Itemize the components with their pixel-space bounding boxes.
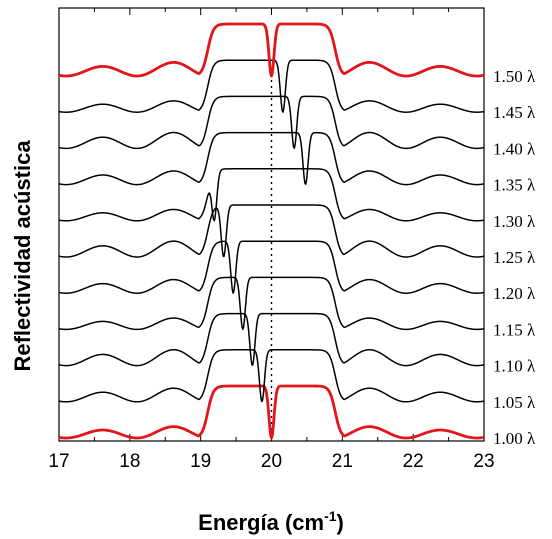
curve-1_35	[58, 131, 485, 186]
curve-1_10	[58, 312, 485, 367]
curve-label: 1.05 λ	[493, 393, 536, 412]
curve-1_05	[58, 349, 485, 403]
curve-1_45	[58, 59, 485, 113]
y-axis-label: Reflectividad acústica	[10, 140, 35, 372]
curve-label: 1.20 λ	[493, 284, 536, 303]
curve-1_50	[58, 22, 485, 78]
curve-label: 1.45 λ	[493, 103, 536, 122]
x-tick-label: 20	[261, 451, 282, 472]
curve-label: 1.10 λ	[493, 357, 536, 376]
curve-label: 1.25 λ	[493, 248, 536, 267]
x-axis-label-close: )	[337, 510, 344, 535]
curve-1_20	[58, 240, 485, 294]
curve-label: 1.15 λ	[493, 320, 536, 339]
curve-1_15	[58, 276, 485, 331]
x-tick-labels: 17 18 19 20 21 22 23	[48, 451, 494, 472]
x-tick-label: 22	[403, 451, 424, 472]
curve-1_30	[58, 168, 485, 222]
curve-label: 1.50 λ	[493, 67, 536, 86]
curve-labels: 1.00 λ 1.05 λ 1.10 λ 1.15 λ 1.20 λ 1.25 λ 1.30…	[493, 67, 536, 448]
curve-label: 1.40 λ	[493, 139, 536, 158]
x-axis-label: Energía (cm-1)	[198, 508, 344, 535]
curve-label: 1.35 λ	[493, 176, 536, 195]
x-tick-label: 17	[48, 451, 69, 472]
curve-1_25	[58, 204, 485, 258]
x-tick-label: 18	[119, 451, 140, 472]
x-tick-label: 23	[473, 451, 494, 472]
curve-1_00	[58, 384, 485, 440]
x-tick-label: 19	[190, 451, 211, 472]
curve-label: 1.30 λ	[493, 212, 536, 231]
curve-1_40	[58, 95, 485, 150]
curves	[58, 22, 485, 440]
x-axis-label-sup: -1	[324, 508, 337, 524]
curve-label: 1.00 λ	[493, 429, 536, 448]
x-tick-label: 21	[332, 451, 353, 472]
x-axis-label-main: Energía (cm	[198, 510, 324, 535]
